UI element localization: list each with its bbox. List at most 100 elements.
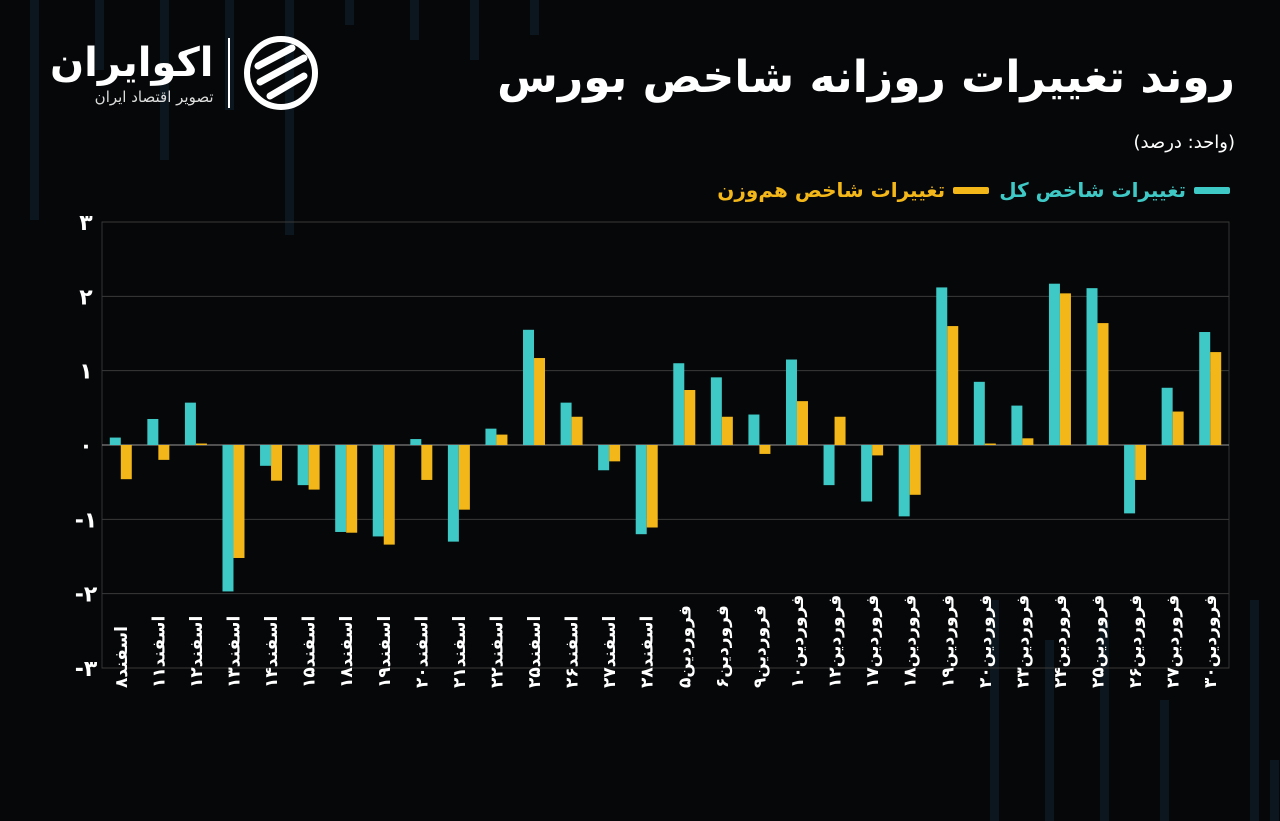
bar-total-index (1161, 387, 1173, 445)
x-tick-label: فروردین۳۰ (1201, 595, 1221, 688)
chart-title: روند تغییرات روزانه شاخص بورس (497, 52, 1235, 103)
bar-total-index (785, 359, 797, 445)
bar-total-index (297, 445, 309, 486)
bg-candle (1270, 760, 1279, 821)
x-tick-label: اسفند۲۰ (412, 616, 432, 688)
bar-equal-weight-index (158, 445, 170, 460)
bar-equal-weight-index (571, 416, 583, 445)
chart-unit: (واحد: درصد) (1133, 132, 1235, 153)
bar-equal-weight-index (909, 445, 921, 495)
x-tick-label: اسفند۱۱ (149, 616, 169, 688)
x-tick-label: فروردین۲۴ (1051, 595, 1071, 688)
bar-equal-weight-index (120, 445, 132, 480)
legend-swatch-equal (953, 186, 990, 194)
x-tick-label: فروردین۲۷ (1164, 595, 1184, 688)
bar-equal-weight-index (796, 401, 808, 445)
bg-candle (95, 0, 104, 70)
x-tick-label: اسفند۱۴ (262, 616, 282, 688)
x-tick-label: فروردین۱۸ (901, 595, 921, 688)
x-tick-label: اسفند۲۵ (525, 616, 545, 688)
bar-equal-weight-index (1097, 323, 1109, 445)
bar-total-index (1086, 288, 1098, 445)
bar-equal-weight-index (271, 445, 283, 481)
bar-total-index (973, 381, 985, 445)
bar-equal-weight-index (684, 389, 696, 445)
logo-name: اکوایران (50, 40, 214, 86)
bar-equal-weight-index (1022, 438, 1034, 445)
bar-equal-weight-index (947, 326, 959, 445)
y-tick-label: -۲ (75, 583, 98, 608)
x-tick-label: اسفند۲۶ (563, 616, 583, 688)
bar-equal-weight-index (421, 445, 433, 480)
logo-divider (227, 38, 230, 108)
y-tick-label: -۳ (75, 657, 98, 682)
bg-candle (1250, 600, 1259, 821)
bg-candle (345, 0, 354, 25)
bar-equal-weight-index (233, 445, 245, 558)
bar-total-index (1011, 405, 1023, 445)
x-tick-label: فروردین۲۰ (976, 595, 996, 688)
x-tick-label: اسفند۱۹ (375, 616, 395, 688)
bar-total-index (823, 445, 835, 486)
bar-total-index (1199, 332, 1211, 445)
bar-equal-weight-index (721, 416, 733, 445)
bar-total-index (372, 445, 384, 537)
bar-equal-weight-index (1059, 293, 1071, 445)
bar-equal-weight-index (759, 445, 771, 454)
x-tick-label: فروردین۵ (675, 605, 695, 688)
legend-label-equal: تغییرات شاخص هم‌وزن (717, 178, 946, 202)
bar-equal-weight-index (1172, 411, 1184, 445)
x-tick-label: فروردین۱۰ (788, 595, 808, 688)
x-tick-label: فروردین۱۷ (863, 595, 883, 688)
bar-equal-weight-index (609, 445, 621, 462)
bar-total-index (523, 329, 535, 445)
legend-item-equal: تغییرات شاخص هم‌وزن (717, 178, 990, 202)
bar-total-index (260, 445, 272, 466)
bg-candle (1045, 640, 1054, 821)
bg-candle (990, 600, 999, 821)
logo: اکوایران تصویر اقتصاد ایران (50, 36, 318, 110)
x-tick-label: فروردین۶ (713, 605, 733, 688)
bar-equal-weight-index (346, 445, 358, 533)
x-tick-label: اسفند۲۸ (638, 616, 658, 688)
bar-total-index (898, 445, 910, 517)
x-tick-label: اسفند۲۷ (600, 616, 620, 688)
bar-total-index (635, 445, 647, 535)
bar-total-index (936, 287, 948, 445)
y-tick-label: ۳ (79, 211, 93, 236)
x-tick-label: فروردین۹ (750, 605, 770, 688)
chart-legend: تغییرات شاخص کل تغییرات شاخص هم‌وزن (717, 178, 1230, 202)
x-tick-label: اسفند۱۳ (224, 616, 244, 688)
bar-total-index (598, 445, 610, 471)
x-tick-label: فروردین۲۶ (1126, 595, 1146, 688)
bar-equal-weight-index (834, 416, 846, 445)
bar-total-index (560, 402, 572, 445)
bg-candle (470, 0, 479, 60)
bar-equal-weight-index (872, 445, 884, 456)
bg-candle (30, 0, 39, 220)
bar-total-index (1048, 283, 1060, 445)
bar-total-index (861, 445, 873, 502)
bar-total-index (748, 414, 760, 445)
bar-equal-weight-index (383, 445, 395, 545)
bg-candle (530, 0, 539, 35)
legend-swatch-total (1194, 186, 1230, 194)
legend-item-total: تغییرات شاخص کل (999, 178, 1230, 202)
x-tick-label: اسفند۲۱ (450, 616, 470, 688)
x-tick-label: فروردین۲۳ (1013, 595, 1033, 688)
bar-total-index (673, 363, 685, 445)
x-tick-label: فروردین۲۵ (1089, 595, 1109, 688)
bar-total-index (485, 428, 497, 445)
legend-label-total: تغییرات شاخص کل (999, 178, 1186, 202)
bar-total-index (1124, 445, 1136, 514)
bar-equal-weight-index (1135, 445, 1147, 480)
bar-equal-weight-index (458, 445, 470, 510)
y-tick-label: -۱ (75, 508, 98, 533)
logo-mark-icon (243, 36, 318, 110)
bg-candle (1100, 620, 1109, 821)
bg-candle (160, 0, 169, 160)
bar-equal-weight-index (496, 434, 508, 445)
bar-total-index (410, 439, 422, 445)
bar-total-index (109, 437, 121, 445)
bar-total-index (335, 445, 347, 532)
